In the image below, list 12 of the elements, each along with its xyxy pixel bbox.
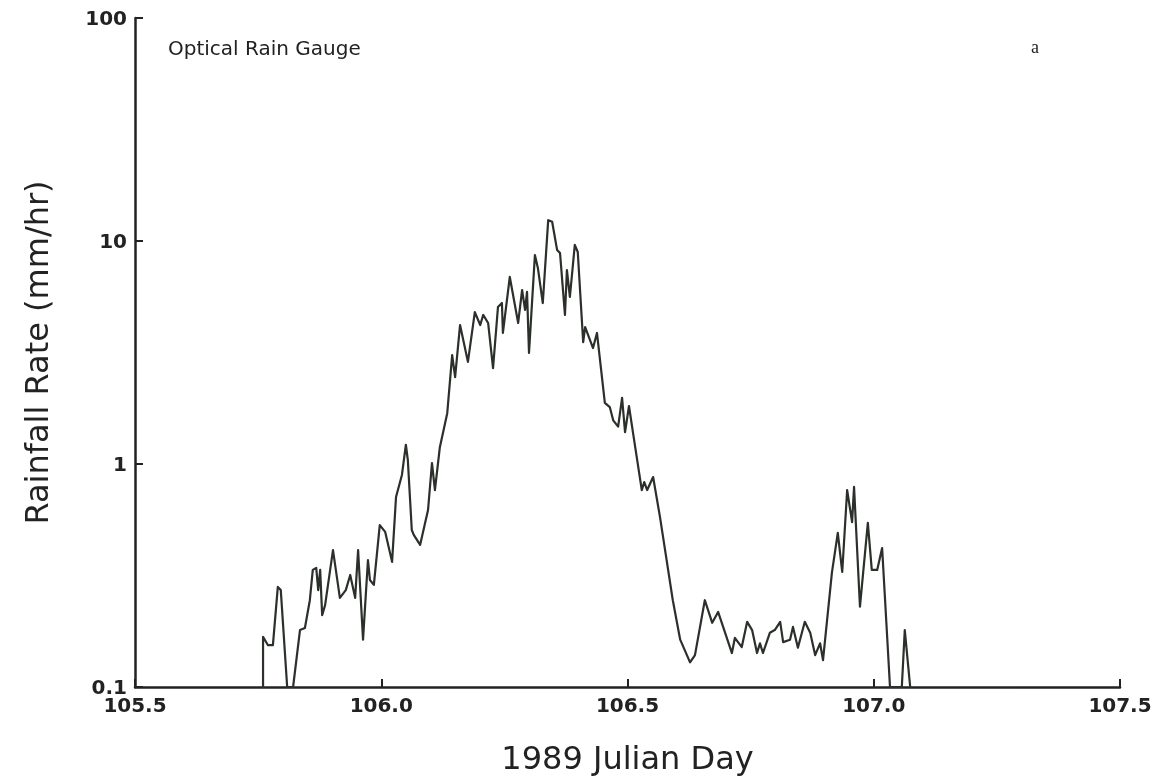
x-tick-label: 106.0 [349, 693, 413, 717]
annotation: a [1031, 37, 1040, 57]
x-tick-label: 107.5 [1088, 693, 1152, 717]
y-tick-label: 10 [99, 229, 127, 253]
line-series [261, 219, 912, 689]
y-axis-title: Rainfall Rate (mm/hr) [18, 180, 56, 525]
x-axis-title: 1989 Julian Day [501, 739, 754, 777]
x-tick-label: 106.5 [595, 693, 660, 717]
y-tick-label: 100 [85, 6, 127, 30]
annotation: Optical Rain Gauge [168, 36, 361, 60]
x-tick-label: 107.0 [842, 693, 906, 717]
y-tick-label: 1 [113, 452, 127, 476]
